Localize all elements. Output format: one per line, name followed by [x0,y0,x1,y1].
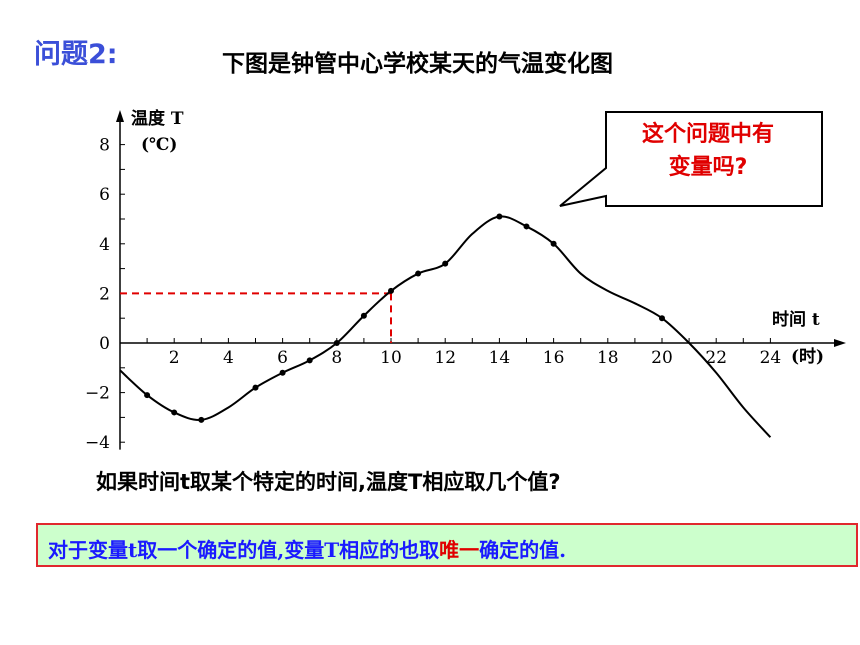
y-axis-arrow [116,110,124,122]
y-axis-label: 温度 T [131,108,184,129]
data-point [523,223,530,230]
problem-label: 问题2: [34,39,118,70]
answer-highlight: 唯一 [439,538,480,562]
slide-title: 下图是钟管中心学校某天的气温变化图 [222,51,613,77]
answer-before: 对于变量t取一个确定的值,变量T相应的也取 [48,538,440,562]
reference-lines [120,292,392,343]
x-tick-label: 4 [223,348,234,368]
y-tick-label: −4 [85,433,110,453]
y-tick-label: 4 [99,235,110,255]
y-tick-label: 0 [99,334,110,354]
data-point [550,240,557,247]
x-tick-label: 12 [434,348,456,368]
x-tick-label: 10 [380,348,402,368]
x-axis-unit: (时) [791,347,824,367]
data-point [496,213,503,220]
x-tick-label: 18 [597,348,619,368]
y-axis-unit: (℃) [141,135,177,155]
x-tick-label: 20 [651,348,673,368]
data-point [198,416,205,423]
y-tick-label: 6 [99,185,110,205]
data-point [252,384,259,391]
x-tick-label: 8 [331,348,342,368]
temperature-curve [119,215,772,438]
data-points [144,213,665,423]
y-tick-label: 8 [99,136,110,156]
question-text: 如果时间t取某个特定的时间,温度T相应取几个值? [96,470,561,494]
data-point [333,340,340,346]
answer-box: 对于变量t取一个确定的值,变量T相应的也取唯一确定的值. [36,523,858,567]
data-point [388,287,394,294]
data-point [415,270,422,277]
x-tick-label: 22 [705,348,727,368]
callout-line-1: 这个问题中有 [641,122,774,147]
y-tick-label: 2 [99,284,110,304]
data-point [659,315,665,322]
x-axis-arrow [834,339,846,347]
x-tick-label: 2 [169,348,180,368]
x-tick-label: 16 [543,348,565,368]
data-point [171,409,178,416]
data-point [144,392,151,399]
answer-text: 对于变量t取一个确定的值,变量T相应的也取唯一确定的值. [48,534,566,563]
x-tick-label: 24 [760,348,782,368]
callout-bubble [559,111,823,207]
x-tick-label: 6 [277,348,288,368]
data-point [442,260,449,267]
data-point [360,312,367,319]
data-point [306,357,313,364]
x-tick-label: 14 [489,348,511,368]
callout-line-2: 变量吗? [668,155,748,180]
callout-text: 这个问题中有 变量吗? [612,118,804,184]
answer-after: 确定的值. [479,538,567,562]
y-tick-label: −2 [85,384,110,404]
x-axis-label: 时间 t [772,309,820,330]
data-point [279,369,286,376]
